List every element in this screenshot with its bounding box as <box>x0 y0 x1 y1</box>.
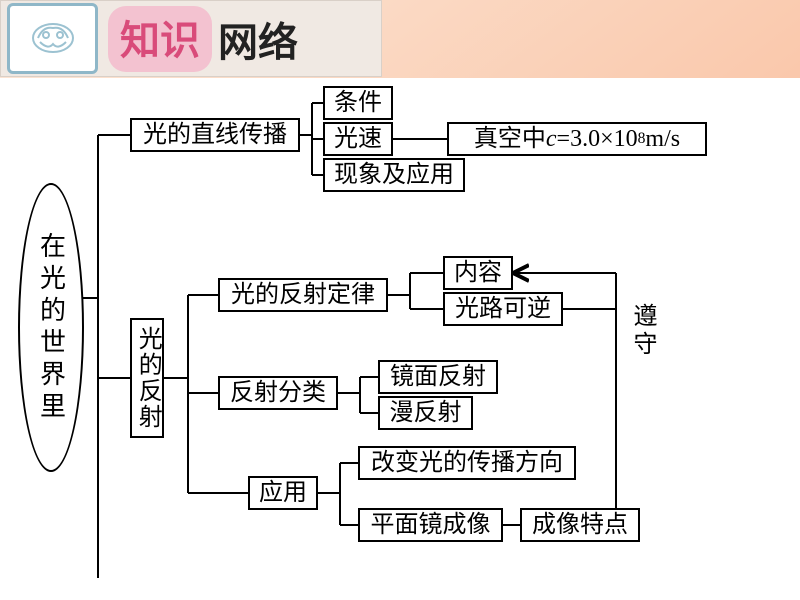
title-badge-pink: 知识 <box>108 6 212 72</box>
node-n_prop: 光的直线传播 <box>130 118 300 152</box>
node-n_content: 内容 <box>443 256 513 290</box>
node-n_law: 光的反射定律 <box>218 278 388 312</box>
node-n_class: 反射分类 <box>218 376 338 410</box>
root-node: 在光的世界里 <box>18 183 84 472</box>
node-n_app: 应用 <box>248 476 318 510</box>
page-title: 知识 网络 <box>108 6 298 72</box>
diagram-area: 在光的世界里 光的直线传播条件光速现象及应用真空中c=3.0×108m/s 光的反… <box>0 78 800 600</box>
node-n_cond: 条件 <box>323 86 393 120</box>
title-rest: 网络 <box>218 10 298 68</box>
node-n_feat: 成像特点 <box>520 508 640 542</box>
header-bar: 知识 网络 <box>0 0 382 77</box>
node-n_rev: 光路可逆 <box>443 292 563 326</box>
node-n_speed: 光速 <box>323 122 393 156</box>
node-n_vac: 真空中c=3.0×108m/s <box>447 122 707 156</box>
node-n_diff: 漫反射 <box>378 396 473 430</box>
edge-label-comply: 遵守 <box>625 303 660 359</box>
presentation-icon <box>7 3 98 74</box>
title-rest-text: 网络 <box>218 21 298 65</box>
node-n_refl: 光的反射 <box>130 318 164 438</box>
node-n_plane: 平面镜成像 <box>358 508 503 542</box>
node-n_change: 改变光的传播方向 <box>358 446 576 480</box>
brain-icon <box>28 20 78 58</box>
node-n_phenom: 现象及应用 <box>323 158 465 192</box>
node-n_mirror: 镜面反射 <box>378 360 498 394</box>
